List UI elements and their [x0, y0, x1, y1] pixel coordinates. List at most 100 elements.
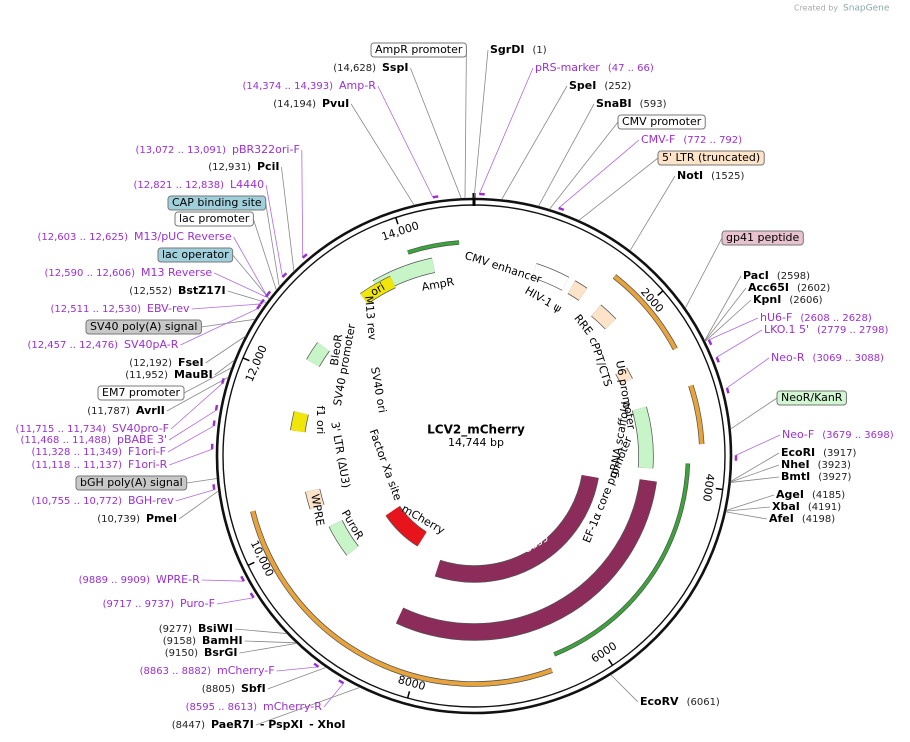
primer-name: EBV-rev	[147, 302, 190, 315]
leader-line	[267, 666, 327, 690]
leader-line	[730, 397, 778, 430]
site-position: (3923)	[818, 460, 851, 471]
feature-label: NeoR/KanR	[781, 391, 843, 404]
leader-line	[716, 329, 763, 358]
leader-line	[704, 299, 752, 342]
feature-arc	[263, 547, 279, 571]
ring-tick	[247, 561, 255, 567]
primer-arrow	[256, 303, 262, 310]
leader-line	[549, 121, 619, 210]
leader-line	[578, 157, 659, 221]
feature-name: f1 ori	[314, 406, 327, 435]
site-position: (2602)	[797, 283, 830, 294]
site-position: (10,755 .. 10,772)	[32, 496, 123, 507]
leader-line	[281, 166, 295, 272]
site-position: (47 .. 66)	[608, 63, 654, 74]
site-position: (4185)	[812, 490, 845, 501]
leader-line	[730, 476, 780, 483]
primer-name: SV40pA-R	[124, 338, 179, 351]
leader-line	[201, 579, 244, 582]
site-position: (9158)	[163, 636, 196, 647]
feature-name: 3' LTR (ΔU3)	[328, 421, 352, 489]
primer-arrow	[301, 253, 308, 259]
leader-line	[730, 452, 780, 482]
site-position: (9277)	[159, 624, 192, 635]
enzyme-name: NheI	[781, 458, 810, 471]
feature-arc	[329, 520, 359, 556]
primer-arrow	[259, 298, 265, 305]
leader-line	[216, 597, 254, 605]
leader-line	[684, 237, 723, 309]
site-position: (14,374 .. 14,393)	[243, 81, 334, 92]
enzyme-name: BmtI	[781, 470, 810, 483]
feature-name: HIV-1 ψ	[523, 284, 564, 315]
site-position: (1525)	[711, 171, 744, 182]
leader-line	[170, 383, 223, 430]
site-position: (11,715 .. 11,734)	[16, 424, 107, 435]
feature-name: SV40 ori	[368, 366, 389, 414]
brand: SnapGene	[843, 4, 890, 14]
site-position: (11,952)	[125, 370, 168, 381]
site-position: (12,603 .. 12,625)	[38, 232, 129, 243]
enzyme-name: BstZ17I	[178, 284, 226, 297]
credit: Created by	[794, 4, 838, 13]
feature-arc	[386, 506, 427, 546]
leader-line	[166, 376, 229, 412]
primer-arrow	[214, 404, 219, 411]
enzyme-name: EcoRV	[640, 695, 679, 708]
leader-line	[214, 359, 235, 376]
plasmid-size: 14,744 bp	[448, 436, 504, 449]
site-position: (12,821 .. 12,838)	[134, 180, 225, 191]
leader-line	[708, 317, 759, 341]
ring-tick	[395, 217, 399, 225]
feature-label: SV40 poly(A) signal	[90, 320, 197, 333]
site-position: (8595 .. 8613)	[186, 702, 258, 713]
site-position: (3917)	[823, 448, 856, 459]
primer-arrow	[432, 195, 439, 199]
primer-arrow	[338, 679, 345, 685]
site-position: (11,787)	[87, 406, 130, 417]
leader-line	[726, 494, 775, 511]
site-position: (3927)	[818, 472, 851, 483]
ring-tick-label: 14,000	[380, 219, 421, 243]
leader-line	[214, 272, 267, 298]
site-position: (4198)	[802, 514, 835, 525]
ring-tick	[242, 357, 250, 362]
primer-name: pRS-marker	[535, 61, 600, 74]
primer-name: pBR322ori-F	[232, 143, 300, 156]
site-position: (12,552)	[129, 286, 172, 297]
primer-arrow	[249, 592, 255, 599]
feature-name: Factor Xa site	[367, 427, 405, 502]
primer-arrow	[715, 356, 720, 363]
primer-name: Amp-R	[339, 79, 376, 92]
primer-arrow	[212, 420, 216, 427]
feature-box	[97, 385, 185, 401]
leader-lines	[166, 49, 781, 726]
feature-label: lac operator	[162, 248, 229, 261]
leader-line	[232, 254, 270, 300]
enzyme-name: EcoRI	[781, 446, 815, 459]
leader-line	[464, 49, 467, 199]
site-position: (11,328 .. 11,349)	[32, 447, 123, 458]
plasmid-name: LCV2_mCherry	[427, 423, 525, 438]
feature-label: lac promoter	[179, 212, 250, 225]
feature-arc	[632, 406, 653, 469]
feature-box	[75, 475, 188, 491]
leader-line	[178, 490, 219, 520]
feature-box	[657, 150, 765, 166]
feature-label: CAP binding site	[172, 196, 262, 209]
ring	[215, 193, 733, 715]
primer-name: CMV-F	[641, 133, 675, 146]
site-position: (4191)	[808, 502, 841, 513]
feature-arc	[553, 463, 690, 656]
leader-line	[735, 434, 781, 456]
site-position: (3679 .. 3698)	[822, 430, 894, 441]
enzyme-name: SnaBI	[596, 97, 632, 110]
primer-name: M13/pUC Reverse	[134, 230, 232, 243]
leader-line	[205, 335, 246, 364]
ring-tick	[715, 487, 723, 491]
feature-arc	[435, 475, 599, 582]
enzyme-name: SpeI	[569, 79, 596, 92]
site-position: (2608 .. 2628)	[800, 313, 872, 324]
leader-line	[239, 643, 297, 654]
